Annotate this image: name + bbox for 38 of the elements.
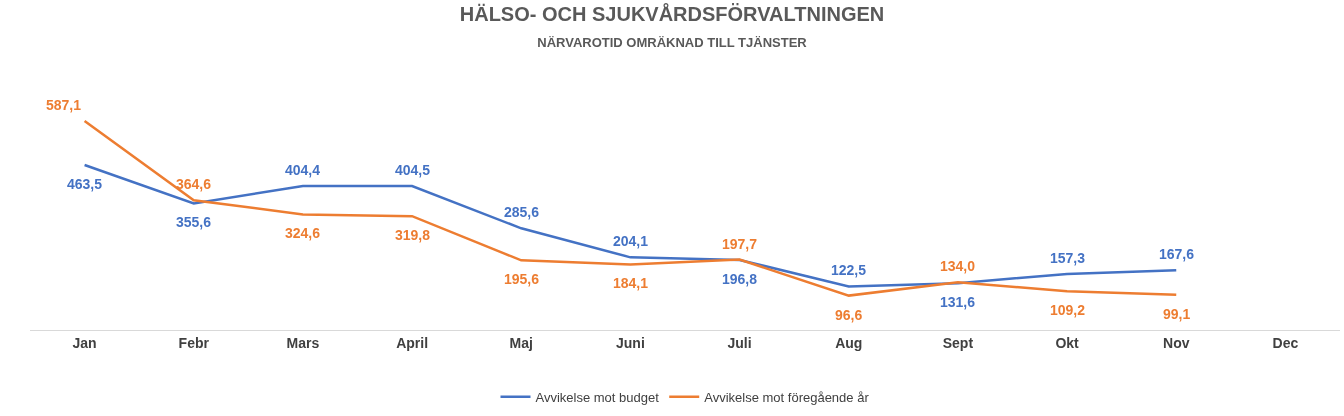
data-label: 587,1 [46,97,82,113]
data-label: 355,6 [176,214,212,230]
legend-label: Avvikelse mot budget [535,389,660,405]
data-label: 167,6 [1159,246,1195,262]
x-tick-label: Okt [1055,334,1080,351]
data-label: 131,6 [940,294,976,310]
data-label: 404,5 [395,162,431,178]
x-tick-label: Juli [727,334,752,351]
legend-label: Avvikelse mot föregående år [704,389,870,405]
x-tick-label: Sept [942,334,974,351]
x-tick-label: Maj [509,334,533,351]
data-label: 404,4 [285,162,321,178]
data-label: 109,2 [1050,302,1086,318]
data-label: 184,1 [613,275,649,291]
data-label: 195,6 [504,271,540,287]
data-label: 285,6 [504,204,540,220]
x-tick-label: April [396,334,429,351]
data-label: 204,1 [613,233,649,249]
data-label: 157,3 [1050,250,1086,266]
x-tick-label: Mars [286,334,320,351]
data-label: 134,0 [940,258,976,274]
chart-subtitle: NÄRVAROTID OMRÄKNAD TILL TJÄNSTER [537,34,808,50]
data-label: 99,1 [1163,306,1191,322]
x-tick-label: Aug [835,334,863,351]
data-label: 122,5 [831,262,867,278]
x-tick-label: Dec [1272,334,1299,351]
data-label: 364,6 [176,176,212,192]
x-tick-label: Febr [178,334,210,351]
data-label: 463,5 [67,176,103,192]
data-label: 319,8 [395,227,431,243]
x-tick-label: Jan [72,334,97,351]
data-label: 196,8 [722,271,758,287]
x-tick-label: Juni [616,334,645,351]
data-label: 324,6 [285,225,321,241]
data-label: 197,7 [722,236,758,252]
data-label: 96,6 [835,307,863,323]
chart-title: HÄLSO- OCH SJUKVÅRDSFÖRVALTNINGEN [459,1,885,25]
x-tick-label: Nov [1163,334,1190,351]
